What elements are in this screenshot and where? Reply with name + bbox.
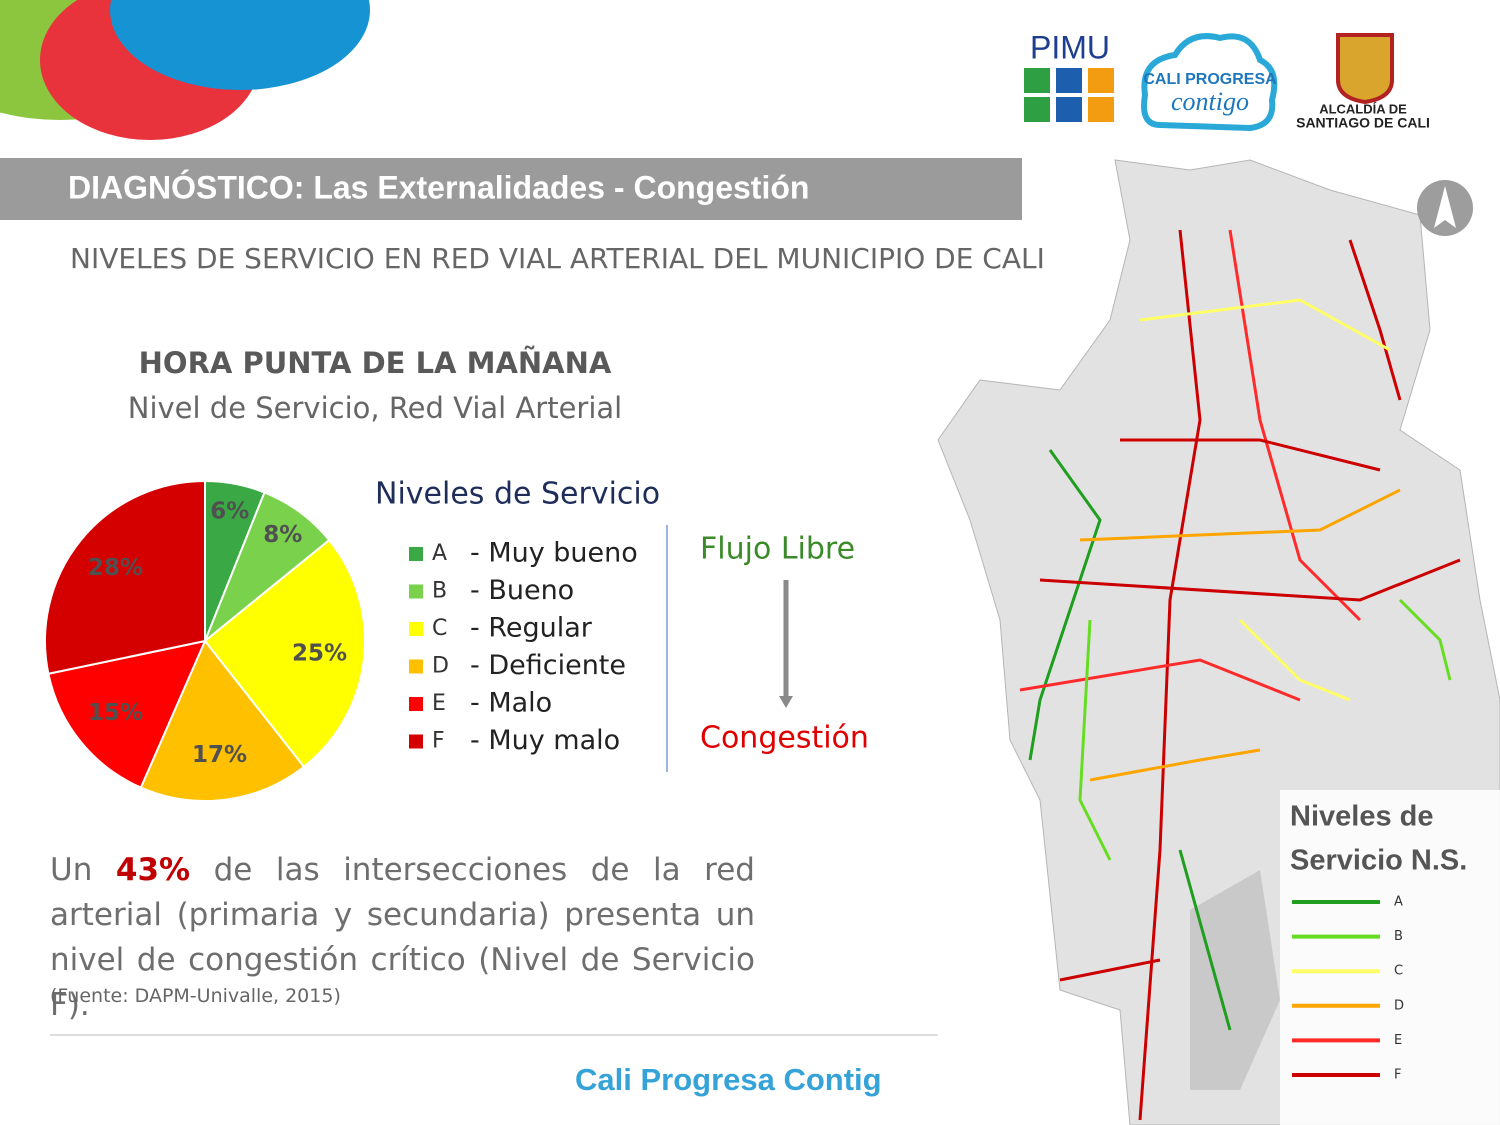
slice-label: 15% <box>88 700 143 726</box>
logo-icon <box>1024 97 1050 122</box>
logo-text: SANTIAGO DE CALI <box>1296 115 1430 131</box>
pie-slice <box>203 538 366 769</box>
map-legend-label: F <box>1394 1068 1401 1083</box>
map-legend-label: A <box>1394 895 1403 910</box>
legend-swatch <box>409 659 423 674</box>
chart-title: HORA PUNTA DE LA MAÑANA <box>139 346 612 380</box>
paragraph: Un 43% de las intersecciones de la red a… <box>50 848 755 1028</box>
map: Niveles de Servicio N.S. A B C D E F <box>937 159 1500 1125</box>
logo-text: ALCALDÍA DE <box>1319 101 1407 116</box>
map-legend-label: D <box>1394 998 1404 1013</box>
slice-label: 28% <box>88 555 143 581</box>
legend-letter: D <box>432 654 449 679</box>
slice-label: 8% <box>263 522 302 548</box>
paragraph-highlight: 43% <box>115 852 191 888</box>
scale-top: Flujo Libre <box>700 532 855 567</box>
footer-text: Cali Progresa Contig <box>575 1062 882 1097</box>
legend-label: - Muy bueno <box>470 538 638 569</box>
map-legend-label: E <box>1394 1033 1402 1048</box>
map-roads <box>1019 229 1461 1121</box>
logo-text: CALI PROGRESA <box>1143 71 1277 88</box>
legend-letter: E <box>432 691 446 716</box>
legend-label: - Regular <box>470 613 593 644</box>
legend-title: Niveles de Servicio <box>375 477 660 512</box>
legend-letter: C <box>432 616 447 641</box>
legend-swatch <box>409 734 423 749</box>
legend-label: - Deficiente <box>470 650 626 681</box>
paragraph-text: Un <box>50 852 116 888</box>
logo-icon <box>1056 97 1082 122</box>
legend-swatch <box>409 622 423 636</box>
legend-label: - Bueno <box>470 575 574 606</box>
paragraph-text: de las intersecciones de la red arterial… <box>50 852 755 1023</box>
slice-label: 25% <box>292 640 347 666</box>
decor-blue <box>110 0 370 90</box>
logo-icon <box>1056 68 1082 93</box>
pie-slice <box>44 479 206 675</box>
legend-letter: B <box>432 579 447 604</box>
legend-label: - Malo <box>470 688 552 719</box>
pie-slice <box>139 639 306 802</box>
map-legend-label: C <box>1394 964 1403 979</box>
map-legend-title: Niveles de <box>1290 801 1433 833</box>
logo-cloud <box>1141 33 1278 132</box>
map-legend-label: B <box>1394 929 1403 944</box>
header-bar <box>0 158 1022 220</box>
map-legend-title: Servicio N.S. <box>1290 845 1467 877</box>
slice-label: 17% <box>192 742 247 768</box>
logos: PIMU CALI PROGRESA contigo ALCALDÍA DE S… <box>1024 29 1430 132</box>
header-subtitle: NIVELES DE SERVICIO EN RED VIAL ARTERIAL… <box>70 242 1045 275</box>
scale-bottom: Congestión <box>700 721 869 756</box>
legend-letter: F <box>432 729 445 754</box>
legend-letter: A <box>432 541 447 566</box>
pie-slice <box>47 639 207 789</box>
logo-shield <box>1336 33 1394 105</box>
map-zone <box>1190 870 1280 1090</box>
map-legend-bg <box>1280 790 1500 1125</box>
header-title: DIAGNÓSTICO: Las Externalidades - Conges… <box>68 169 809 205</box>
chart-subtitle: Nivel de Servicio, Red Vial Arterial <box>128 391 622 425</box>
legend-swatch <box>409 547 423 561</box>
legend-swatch <box>409 697 423 711</box>
logo-icon <box>1088 97 1114 122</box>
logo-pimu: PIMU <box>1030 29 1110 65</box>
scale-arrowhead <box>779 696 793 708</box>
logo-text: contigo <box>1171 87 1249 116</box>
slice-label: 6% <box>210 499 249 525</box>
source: (Fuente: DAPM-Univalle, 2015) <box>50 985 341 1007</box>
logo-icon <box>1024 68 1050 93</box>
legend-label: - Muy malo <box>470 725 620 756</box>
legend-swatch <box>409 584 423 599</box>
north-arrow-icon <box>1434 186 1456 228</box>
logo-icon <box>1088 68 1114 93</box>
